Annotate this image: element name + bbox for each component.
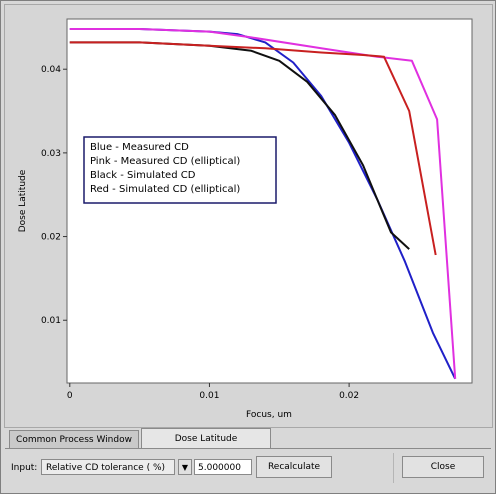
x-tick-label: 0: [67, 391, 73, 401]
chevron-down-icon[interactable]: ▼: [178, 459, 192, 475]
input-type-select[interactable]: Relative CD tolerance ( %): [41, 459, 175, 475]
tolerance-input[interactable]: 5.000000: [194, 459, 252, 475]
x-tick-label: 0.02: [339, 391, 359, 401]
legend: Blue - Measured CD Pink - Measured CD (e…: [83, 136, 277, 204]
y-tick-label: 0.02: [41, 233, 61, 243]
red-simulated-cd-elliptical-line: [69, 41, 437, 256]
divider: [393, 453, 394, 483]
legend-item-red: Red - Simulated CD (elliptical): [90, 184, 240, 195]
series-layer: [69, 28, 457, 380]
legend-box: [83, 136, 277, 204]
x-tick-label: 0.01: [199, 391, 219, 401]
y-axis: 0.01 0.02 0.03 0.04: [41, 65, 67, 326]
controls-bar: Input: Relative CD tolerance ( %) ▼ 5.00…: [5, 453, 491, 489]
legend-item-blue: Blue - Measured CD: [90, 142, 189, 153]
input-label: Input:: [11, 463, 38, 473]
tab-dose-latitude[interactable]: Dose Latitude: [141, 428, 271, 448]
legend-item-pink: Pink - Measured CD (elliptical): [90, 156, 240, 167]
y-tick-label: 0.03: [41, 149, 61, 159]
x-axis-label: Focus, um: [246, 410, 292, 420]
recalculate-button[interactable]: Recalculate: [256, 456, 332, 478]
x-axis: 0 0.01 0.02: [67, 383, 359, 401]
plot-panel: 0.01 0.02 0.03 0.04 0 0.01 0.02 Focus, um Dos…: [4, 4, 493, 428]
close-button[interactable]: Close: [402, 456, 484, 478]
legend-item-black: Black - Simulated CD: [90, 170, 196, 181]
tab-underline: [5, 448, 491, 449]
dose-latitude-chart: 0.01 0.02 0.03 0.04 0 0.01 0.02 Focus, um Dos…: [18, 18, 473, 420]
y-tick-label: 0.04: [41, 65, 61, 75]
y-axis-label: Dose Latitude: [18, 169, 28, 232]
tab-common-process-window[interactable]: Common Process Window: [9, 430, 139, 448]
y-tick-label: 0.01: [41, 316, 61, 326]
pink-measured-cd-elliptical-line: [69, 28, 457, 379]
